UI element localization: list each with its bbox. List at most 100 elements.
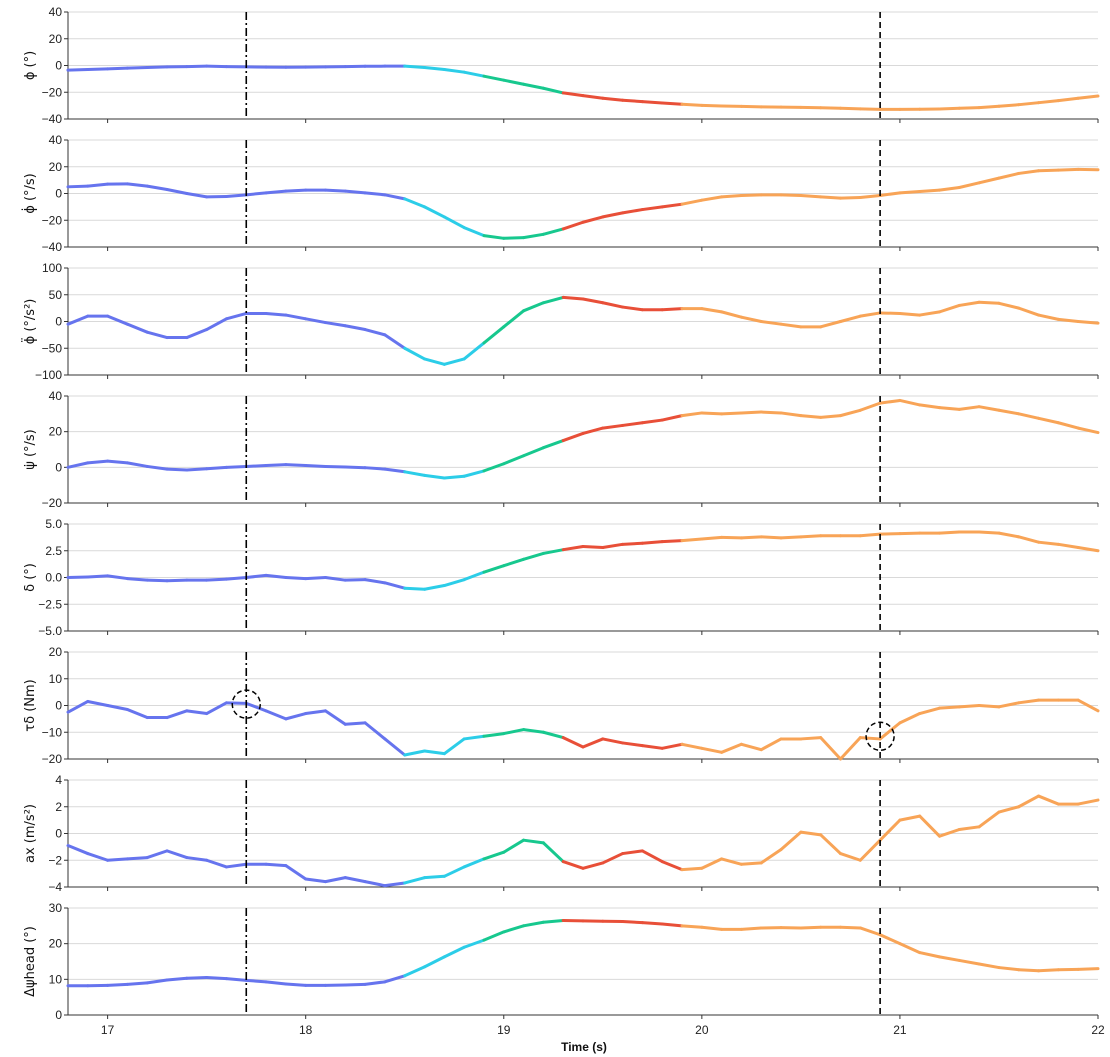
y-axis-label: τδ (Nm) [23, 679, 38, 731]
series-segment [680, 198, 704, 206]
series-segment [1017, 101, 1041, 107]
series-segment [779, 411, 803, 418]
series-segment [106, 314, 129, 326]
series-segment [145, 978, 169, 985]
series-segment [1037, 794, 1060, 806]
series-segment [898, 531, 922, 536]
series-segment [799, 194, 823, 199]
y-axis-label: ax (m/s²) [23, 804, 38, 863]
series-segment [977, 810, 1001, 829]
series-segment [502, 838, 526, 854]
series-segment [621, 208, 644, 215]
series-segment [403, 965, 427, 978]
series-segment [343, 189, 367, 195]
series-segment [165, 849, 189, 860]
series-segment [878, 818, 902, 842]
series-segment [938, 827, 961, 838]
series-segment [660, 307, 684, 312]
series-segment [423, 955, 446, 969]
series-segment [66, 575, 90, 579]
series-segment [145, 464, 169, 471]
series-segment [1017, 698, 1041, 705]
series-segment [264, 463, 288, 468]
series-segment [739, 742, 763, 752]
series-segment [839, 408, 862, 418]
series-segment [839, 106, 862, 111]
series-segment [482, 850, 506, 861]
series-segment [621, 741, 644, 748]
series-segment [680, 537, 704, 543]
series-segment [977, 405, 1001, 412]
series-segment [66, 68, 90, 72]
series-segment [621, 305, 644, 312]
series-segment [700, 925, 724, 931]
y-tick-label: −10 [42, 725, 63, 739]
series-segment [383, 333, 407, 350]
series-segment [839, 852, 862, 862]
series-segment [700, 195, 724, 202]
series-segment [363, 466, 387, 471]
series-segment [581, 861, 605, 870]
series-segment [640, 205, 664, 212]
series-segment [185, 856, 209, 862]
series-segment [106, 704, 129, 712]
series-segment [106, 459, 129, 465]
series-segment [1037, 540, 1060, 546]
series-segment [660, 539, 684, 544]
series-segment [185, 976, 209, 980]
y-tick-label: −40 [42, 112, 63, 126]
series-segment [324, 188, 347, 193]
series-segment [561, 544, 585, 552]
series-segment [403, 346, 427, 361]
series-segment [462, 70, 486, 78]
y-tick-label: 40 [49, 389, 63, 403]
series-segment [403, 876, 427, 885]
series-segment [581, 737, 605, 749]
series-segment [561, 431, 585, 443]
series-segment [898, 814, 922, 822]
y-axis-label: ϕ (°) [23, 51, 38, 80]
series-segment [938, 406, 961, 411]
series-segment [343, 982, 367, 987]
series-segment [482, 234, 506, 240]
series-segment [106, 857, 129, 862]
series-segment [423, 205, 446, 219]
series-segment [66, 699, 90, 714]
y-tick-label: 20 [49, 32, 63, 46]
series-segment [363, 980, 387, 986]
series-segment [442, 357, 466, 366]
series-segment [1076, 967, 1100, 971]
series-segment [284, 712, 308, 721]
series-segment [1056, 317, 1080, 323]
series-segment [205, 976, 228, 981]
series-segment [1017, 169, 1041, 175]
y-tick-label: −2.5 [38, 597, 62, 611]
series-segment [700, 411, 724, 416]
series-segment [739, 861, 763, 866]
series-segment [640, 744, 664, 750]
series-segment [898, 311, 922, 317]
y-tick-label: 0 [55, 187, 62, 201]
y-tick-label: 10 [49, 672, 63, 686]
series-segment [839, 196, 862, 200]
series-segment [264, 573, 288, 579]
series-segment [938, 303, 961, 314]
series-segment [839, 736, 862, 761]
series-segment [977, 704, 1001, 709]
series-segment [898, 942, 922, 955]
series-segment [264, 709, 288, 721]
series-segment [462, 938, 486, 949]
series-segment [66, 184, 90, 189]
series-segment [621, 421, 644, 427]
series-segment [145, 184, 169, 191]
series-segment [957, 958, 981, 966]
series-segment [482, 930, 506, 942]
series-segment [640, 849, 664, 864]
y-tick-label: 5.0 [45, 517, 62, 531]
series-segment [957, 825, 981, 831]
series-segment [878, 398, 902, 405]
series-segment [125, 577, 149, 582]
series-segment [581, 94, 605, 100]
series-segment [205, 317, 228, 332]
series-segment [720, 535, 743, 540]
